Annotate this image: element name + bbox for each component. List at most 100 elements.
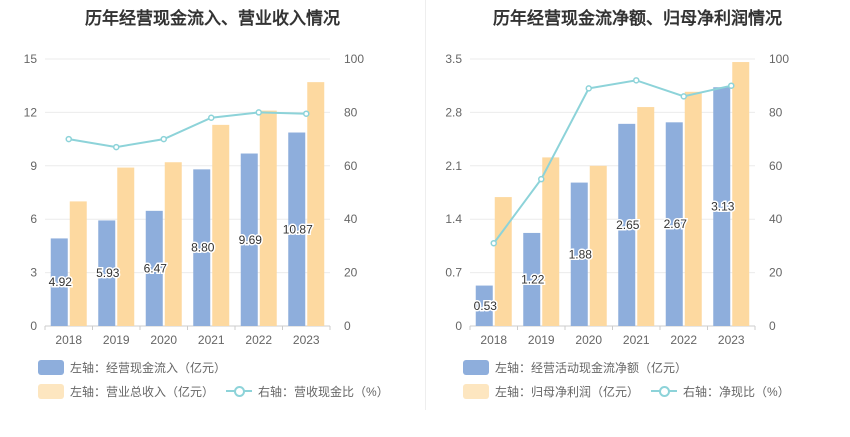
legend-item-netcash-ratio[interactable]: 右轴： 净现比（%）: [651, 383, 790, 400]
ratio-line: [492, 79, 732, 244]
ratio-point: [160, 135, 167, 143]
bar-primary: [193, 169, 211, 326]
chart-panel-cashflow-revenue: 历年经营现金流入、营业收入情况 0 3 6 9 12 15 0 20 40 60 80 100 2018…: [24, 9, 401, 399]
y-right-tick-label: 60: [344, 159, 358, 173]
bar-data-label: 3.13: [711, 200, 735, 214]
chart-netcash-profit: 0 0.7 1.4 2.1 2.8 3.5 0 20 40 60 80 100 2018 2019 2020…: [445, 52, 789, 347]
legend-label: 营业总收入（亿元）: [106, 384, 215, 399]
bar-secondary: [69, 201, 87, 326]
y-left-tick-label: 2.1: [445, 159, 462, 173]
x-tick-label: 2020: [575, 333, 602, 347]
legend-swatch-bar-orange: [463, 383, 489, 399]
x-tick-label: 2022: [245, 333, 272, 347]
ratio-point: [633, 77, 640, 84]
x-tick-label: 2018: [55, 333, 82, 347]
legend-label: 经营活动现金流净额（亿元）: [531, 360, 688, 375]
y-right-tick-label: 20: [344, 266, 358, 280]
bar-data-label: 2.65: [616, 218, 640, 232]
x-tick-label: 2023: [293, 333, 320, 347]
bar-secondary: [684, 91, 702, 326]
legend-prefix: 左轴：: [70, 384, 107, 399]
y-right-tick-label: 20: [769, 266, 783, 280]
x-tick-label: 2023: [718, 333, 745, 347]
x-tick-label: 2019: [103, 333, 130, 347]
y-right-tick-label: 100: [769, 52, 789, 66]
legend-item-ratio[interactable]: 右轴： 营收现金比（%）: [226, 383, 389, 400]
legend-swatch-bar-blue: [463, 359, 489, 375]
bar-data-label: 1.22: [521, 272, 545, 286]
y-left-tick-label: 0: [455, 319, 462, 333]
y-right-tick-label: 80: [769, 105, 783, 119]
legend-row-2: 左轴： 营业总收入（亿元） 右轴： 营收现金比（%）: [38, 383, 401, 399]
bar-secondary: [259, 110, 277, 327]
y-right-tick-label: 0: [769, 319, 776, 333]
bar-data-label: 0.53: [474, 299, 498, 313]
x-tick-label: 2021: [198, 333, 225, 347]
bar-data-label: 5.93: [96, 266, 120, 280]
bar-data-label: 10.87: [283, 222, 313, 236]
bar-primary: [145, 210, 163, 326]
legend-row-1: 左轴： 经营活动现金流净额（亿元）: [463, 359, 699, 375]
y-left-tick-label: 0.7: [445, 266, 462, 280]
y-left-tick-label: 9: [30, 159, 37, 173]
legend-item-profit[interactable]: 左轴： 归母净利润（亿元）: [463, 383, 639, 400]
legend-row-1: 左轴： 经营现金流入（亿元）: [38, 359, 238, 375]
y-right-tick-label: 60: [769, 159, 783, 173]
y-left-tick-label: 15: [24, 52, 38, 66]
legend-item-revenue[interactable]: 左轴： 营业总收入（亿元）: [38, 383, 214, 400]
legend-row-2: 左轴： 归母净利润（亿元） 右轴： 净现比（%）: [463, 383, 802, 399]
y-left-tick-label: 0: [30, 319, 37, 333]
y-right-tick-label: 100: [344, 52, 364, 66]
bar-primary: [618, 123, 636, 326]
ratio-point: [490, 239, 497, 247]
legend-swatch-bar-blue: [38, 359, 64, 375]
bar-data-label: 1.88: [569, 247, 593, 261]
ratio-point: [65, 135, 72, 143]
y-right-tick-label: 80: [344, 105, 358, 119]
bar-primary: [713, 87, 731, 327]
bar-secondary: [732, 62, 750, 327]
legend-item-netcash[interactable]: 左轴： 经营活动现金流净额（亿元）: [463, 359, 687, 376]
bar-secondary: [494, 197, 512, 326]
bar-primary: [665, 122, 683, 327]
legend-label: 净现比（%）: [719, 384, 790, 399]
legend-prefix: 左轴：: [70, 360, 107, 375]
bar-data-label: 6.47: [144, 261, 168, 275]
x-tick-label: 2020: [150, 333, 177, 347]
legend-swatch-line: [651, 384, 678, 398]
legend-label: 营收现金比（%）: [294, 384, 389, 399]
legend-prefix: 左轴：: [495, 384, 532, 399]
x-tick-label: 2018: [480, 333, 507, 347]
y-right-tick-label: 40: [769, 212, 783, 226]
ratio-point: [303, 110, 310, 117]
bar-secondary: [542, 157, 560, 326]
legend-label: 经营现金流入（亿元）: [106, 360, 227, 375]
y-left-tick-label: 2.8: [445, 105, 462, 119]
legend-swatch-line: [226, 384, 253, 398]
legend-label: 归母净利润（亿元）: [531, 384, 640, 399]
legend-prefix: 右轴：: [258, 384, 295, 399]
y-left-tick-label: 12: [24, 105, 38, 119]
legend-item-inflow[interactable]: 左轴： 经营现金流入（亿元）: [38, 359, 226, 376]
x-tick-label: 2019: [528, 333, 555, 347]
ratio-point: [113, 143, 120, 151]
ratio-point: [538, 175, 545, 183]
panel-divider: [425, 0, 426, 410]
ratio-point: [728, 82, 735, 89]
y-right-tick-label: 40: [344, 212, 358, 226]
bar-primary: [475, 285, 493, 326]
bar-secondary: [589, 165, 607, 326]
bar-primary: [50, 238, 68, 326]
bar-secondary: [212, 124, 230, 326]
ratio-point: [680, 93, 687, 100]
chart-title: 历年经营现金流入、营业收入情况: [85, 9, 340, 28]
legend-swatch-bar-orange: [38, 383, 64, 399]
bar-secondary: [637, 107, 655, 326]
bar-secondary: [164, 162, 182, 326]
bar-primary: [288, 132, 306, 326]
legend-prefix: 左轴：: [495, 360, 532, 375]
chart-panel-netcash-profit: 历年经营现金流净额、归母净利润情况 0 0.7 1.4 2.1 2.8 3.5 0 20 40 6…: [425, 0, 850, 437]
bar-secondary: [307, 82, 325, 326]
x-tick-label: 2022: [670, 333, 697, 347]
bar-primary: [98, 220, 116, 326]
